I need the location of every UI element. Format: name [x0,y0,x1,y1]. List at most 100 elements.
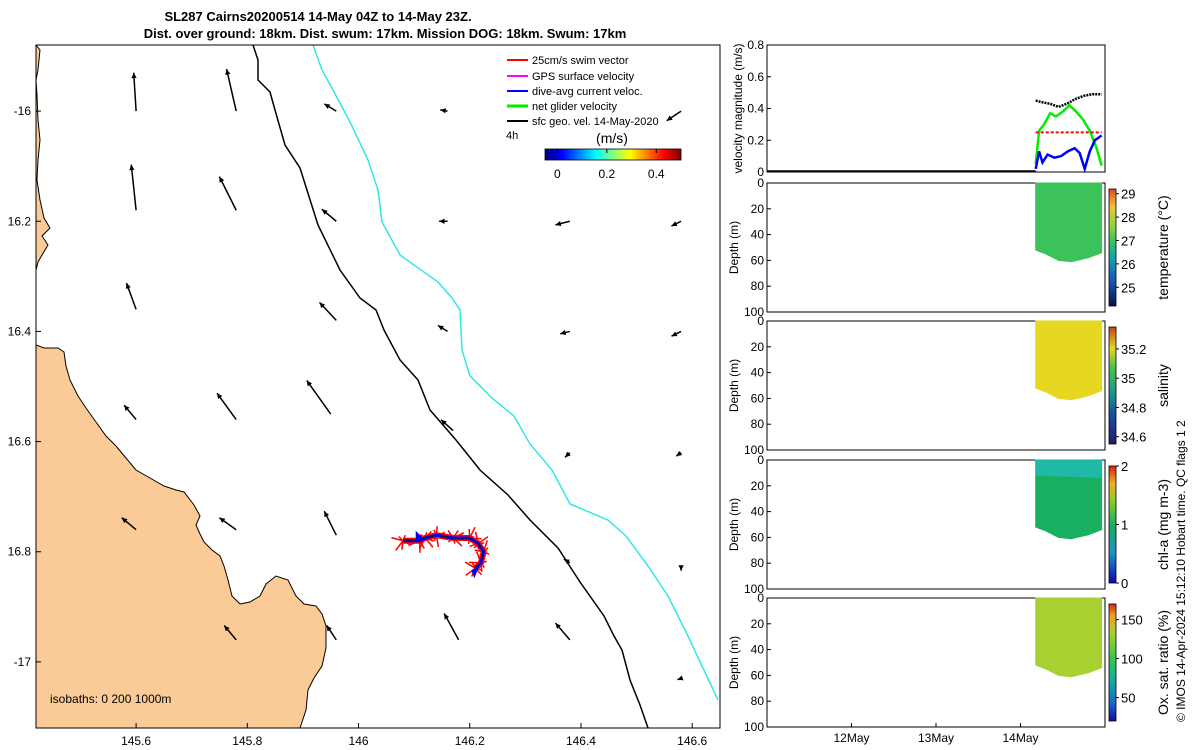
map-panel: 145.6 145.8 146 146.2 146.4 146.6 -16 16.2 16.4… [8,44,721,748]
profile-panel: 0 20 40 60 80 100 Depth (m) 50 100 150 Ox. sat. ra… [727,591,1171,745]
geo-velocity-arrow [216,392,237,420]
profile-y-tick-label: 40 [751,643,765,657]
profile-y-tick-label: 60 [751,530,765,544]
velocity-axes-box [766,44,1106,173]
swim-vector-mark [464,561,476,569]
profile-colorbar-label: temperature (°C) [1155,195,1171,299]
profile-data-field [1035,597,1103,678]
profile-x-tick-label: 12May [833,731,869,745]
map-y-tick-label: 16.2 [8,214,32,228]
geo-velocity-arrow [675,450,683,457]
profile-colorbar-tick-label: 28 [1121,210,1135,225]
geo-velocity-arrow [129,164,137,211]
legend-label-net: net glider velocity [532,101,617,113]
map-y-tick-label: 16.6 [8,435,32,449]
profile-colorbar-tick-label: 150 [1121,613,1143,628]
geo-velocity-arrow [323,103,337,112]
legend-label-geo: sfc geo. vel. 14-May-2020 [532,116,659,128]
geo-velocity-arrow [225,68,237,112]
profile-colorbar [1108,188,1117,307]
velocity-y-tick-label: 0.2 [747,133,764,147]
geo-velocity-arrow [560,329,571,336]
profile-y-tick-label: 0 [757,314,764,328]
profile-y-tick-label: 20 [751,202,765,216]
geo-velocity-arrow [554,622,571,641]
geo-velocity-arrow [306,380,332,415]
geo-velocity-arrow [564,451,571,458]
geo-velocity-arrow [223,624,237,641]
profile-panel: 0 20 40 60 80 100 Depth (m) 0 1 2 chl-a (mg m-3) [727,453,1171,596]
profile-surface-layer [1035,460,1102,479]
geo-velocity-arrow [218,517,237,531]
dive-avg-arrowhead [471,566,480,579]
velocity-series-line [1034,134,1103,174]
geo-velocity-arrow [677,675,684,681]
glider-track-line [403,534,485,569]
profile-y-tick-label: 100 [744,582,764,596]
profile-y-tick-label: 20 [751,479,765,493]
profile-y-tick-label: 0 [757,453,764,467]
velocity-y-tick-label: 0.4 [747,102,764,116]
profile-y-tick-label: 80 [751,417,765,431]
map-colorbar-gradient [544,148,682,161]
profile-y-tick-label: 60 [751,391,765,405]
geo-velocity-arrow [671,330,682,337]
profile-colorbar-tick-label: 35 [1121,371,1135,386]
map-colorbar-tick-label: 0.2 [598,167,615,181]
profile-colorbar-tick-label: 0 [1121,576,1128,591]
geo-velocity-arrow [671,220,682,227]
geo-velocity-arrow [125,282,137,310]
geo-velocity-arrow [326,625,337,641]
profile-colorbar [1108,603,1117,722]
velocity-y-tick-label: 0.6 [747,70,764,84]
profile-colorbar-tick-label: 1 [1121,518,1128,533]
profile-data-field [1035,320,1103,401]
profile-y-tick-label: 100 [744,305,764,319]
profile-colorbar-tick-label: 34.6 [1121,430,1146,445]
profile-data-field [1035,182,1103,263]
map-y-tick-label: -17 [14,655,32,669]
footer-credit: © IMOS 14-Apr-2024 15:12:10 Hobart time.… [1174,420,1188,722]
profile-y-tick-label: 80 [751,556,765,570]
geo-velocity-arrow [131,72,137,112]
geo-velocity-arrow [218,176,237,211]
geo-velocity-arrow [678,565,684,571]
legend-label-gps: GPS surface velocity [532,71,635,83]
swim-vector-mark [391,536,404,542]
profile-x-tick-label: 14May [1002,731,1038,745]
profile-panel: 0 20 40 60 80 100 Depth (m) 34.6 34.8 35 35.2 salin… [727,314,1171,457]
geo-velocity-arrow [439,218,448,224]
velocity-series-line [1034,103,1103,166]
geo-velocity-arrow [666,110,682,122]
profile-colorbar-tick-label: 50 [1121,691,1135,706]
profile-y-tick-label: 100 [744,443,764,457]
geo-velocity-arrow [321,208,337,222]
profile-colorbar-tick-label: 100 [1121,652,1143,667]
profile-y-tick-label: 40 [751,505,765,519]
geo-velocity-arrow [121,517,137,531]
map-y-tick-label: 16.8 [8,545,32,559]
profile-colorbar-tick-label: 26 [1121,257,1135,272]
velocity-series-line [1035,92,1102,109]
profile-y-tick-label: 60 [751,253,765,267]
geo-velocity-arrow [318,301,337,321]
geo-velocity-arrow [323,510,337,536]
profile-x-tick-label: 13May [918,731,954,745]
map-x-tick-label: 145.6 [121,734,151,748]
profile-data-field [1035,459,1103,540]
isobath-200m [252,45,649,728]
map-axes-box [35,44,721,729]
map-colorbar-label: (m/s) [596,130,628,146]
profile-panel: 0 20 40 60 80 100 Depth (m) 25 26 27 28 29 temperatu… [727,176,1171,319]
profile-y-label: Depth (m) [727,221,741,274]
profile-y-tick-label: 40 [751,228,765,242]
geo-velocity-arrow [443,613,460,641]
geo-velocity-arrow [563,558,571,565]
map-colorbar-tick-label: 0.4 [648,167,665,181]
velocity-y-label: velocity magnitude (m/s) [731,43,745,173]
figure-title-line-2: Dist. over ground: 18km. Dist. swum: 17k… [144,26,627,41]
dive-avg-arrowhead [465,535,475,540]
legend-note-4h: 4h [506,130,518,142]
